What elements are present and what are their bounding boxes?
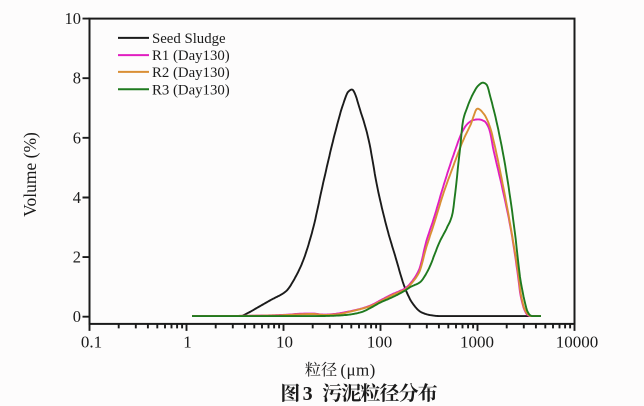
svg-text:10: 10 — [65, 9, 82, 28]
svg-text:R3 (Day130): R3 (Day130) — [152, 82, 230, 98]
svg-text:Volume (%): Volume (%) — [20, 132, 40, 217]
svg-text:2: 2 — [73, 248, 81, 267]
svg-text:6: 6 — [73, 128, 81, 147]
svg-text:0: 0 — [73, 307, 81, 326]
svg-text:(μm): (μm) — [340, 360, 375, 379]
svg-text:10: 10 — [276, 333, 293, 352]
svg-text:10000: 10000 — [556, 333, 599, 352]
svg-text:4: 4 — [73, 188, 81, 207]
svg-text:0.1: 0.1 — [81, 333, 102, 352]
svg-text:Seed Sludge: Seed Sludge — [152, 31, 226, 47]
svg-text:1: 1 — [183, 333, 192, 352]
svg-text:8: 8 — [73, 69, 81, 88]
svg-text:3: 3 — [303, 383, 313, 405]
svg-text:R2 (Day130): R2 (Day130) — [152, 65, 230, 81]
svg-text:1000: 1000 — [460, 333, 494, 352]
svg-text:100: 100 — [367, 333, 393, 352]
svg-text:R1 (Day130): R1 (Day130) — [152, 48, 230, 64]
